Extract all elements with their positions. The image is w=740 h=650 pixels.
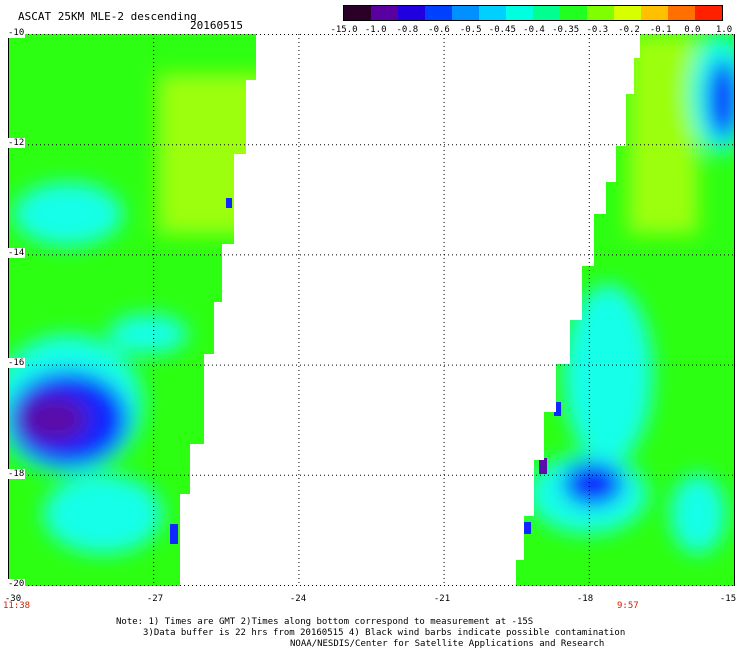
time-left: 11:38 (3, 601, 31, 611)
colorbar-segment (371, 6, 398, 20)
colorbar-segment (452, 6, 479, 20)
colorbar-label: -0.8 (396, 25, 419, 35)
x-tick-label: -21 (433, 594, 451, 604)
colorbar (343, 5, 723, 21)
x-tick-label: -27 (146, 594, 164, 604)
x-tick-label: -18 (576, 594, 594, 604)
cyan-patch (108, 314, 188, 354)
colorbar-label: -1.0 (364, 25, 387, 35)
colorbar-labels: -15.0 -1.0 -0.8 -0.6 -0.5 -0.45 -0.4 -0.35 -0.3-… (330, 25, 733, 37)
colorbar-segment (479, 6, 506, 20)
lime-patch (158, 74, 256, 234)
colorbar-label: -0.6 (428, 25, 450, 35)
right-swath (516, 34, 735, 586)
colorbar-segment (425, 6, 452, 20)
colorbar-label: -0.4 (523, 25, 545, 35)
map-title: ASCAT 25KM MLE-2 descending (18, 10, 197, 23)
left-swath (8, 34, 256, 586)
blue-pixel (226, 198, 232, 208)
map-date: 20160515 (190, 19, 243, 32)
colorbar-segment (641, 6, 668, 20)
colorbar-segment (533, 6, 560, 20)
colorbar-segment (506, 6, 533, 20)
time-right: 9:57 (617, 601, 639, 611)
colorbar-label: -0.3 (586, 25, 609, 35)
colorbar-label: -0.45 (488, 25, 516, 35)
lat-lon-grid (8, 34, 735, 586)
x-tick-label: -30 (4, 594, 22, 604)
colorbar-segment (398, 6, 425, 20)
cyan-patch (563, 284, 653, 464)
colorbar-segment (695, 6, 722, 20)
colorbar-label: -0.5 (459, 25, 482, 35)
y-tick-label: -12 (7, 138, 26, 148)
x-tick-label: -15 (719, 594, 737, 604)
colorbar-label: -0.1 (649, 25, 672, 35)
colorbar-label: -15.0 (330, 25, 358, 35)
y-tick-label: -18 (7, 469, 26, 479)
note-line-3: NOAA/NESDIS/Center for Satellite Applica… (290, 639, 605, 649)
y-tick-label: -14 (7, 248, 26, 258)
lime-patch (628, 34, 698, 234)
blue-pixel (554, 402, 561, 416)
colorbar-segment (668, 6, 695, 20)
colorbar-segment (560, 6, 587, 20)
colorbar-segment (344, 6, 371, 20)
colorbar-segment (614, 6, 641, 20)
x-tick-label: -24 (289, 594, 307, 604)
blue-pixel (170, 524, 178, 544)
colorbar-label: -0.35 (552, 25, 580, 35)
colorbar-label: 1.0 (715, 25, 733, 35)
scatterometer-map (8, 34, 735, 586)
purple-patch (18, 395, 88, 443)
cyan-patch (43, 474, 163, 554)
cyan-patch (13, 182, 123, 246)
colorbar-segment (587, 6, 614, 20)
blue-patch (563, 462, 623, 506)
blue-patch (707, 59, 735, 139)
y-tick-label: -20 (7, 579, 26, 589)
cyan-patch (670, 474, 726, 554)
purple-pixel (539, 458, 547, 474)
y-tick-label: -16 (7, 358, 26, 368)
colorbar-label: -0.2 (618, 25, 640, 35)
colorbar-label: 0.0 (684, 25, 701, 35)
blue-pixel (524, 522, 531, 534)
note-line-1: Note: 1) Times are GMT 2)Times along bot… (116, 617, 534, 627)
y-tick-label: -10 (7, 28, 26, 38)
note-line-2: 3)Data buffer is 22 hrs from 20160515 4)… (143, 628, 626, 638)
